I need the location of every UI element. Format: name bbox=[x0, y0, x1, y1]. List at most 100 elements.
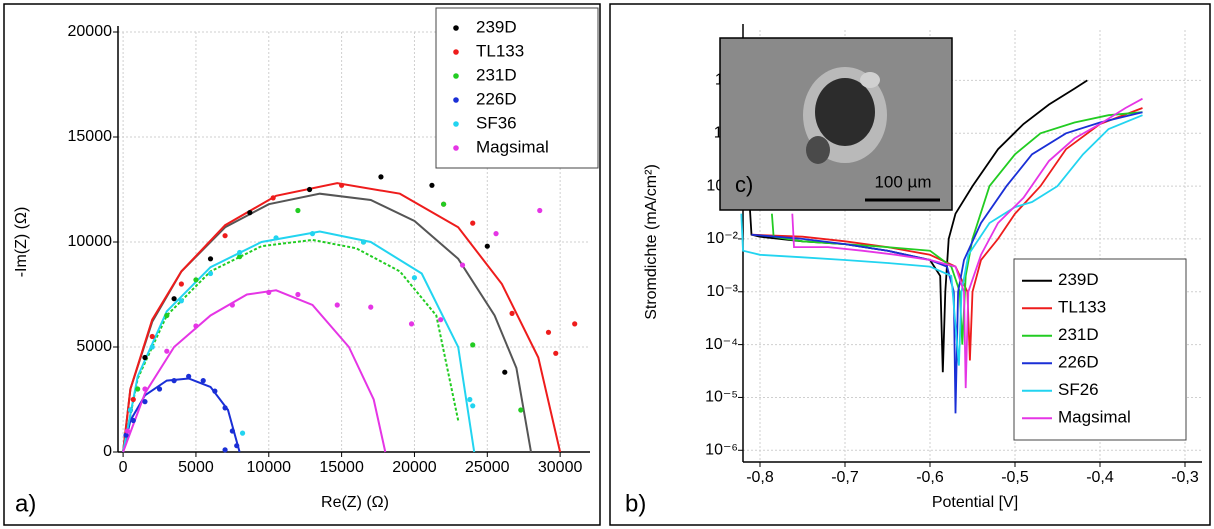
data-point bbox=[270, 195, 276, 201]
panel-label: b) bbox=[625, 490, 646, 517]
legend-label: Magsimal bbox=[476, 137, 549, 156]
inset-pit bbox=[815, 78, 875, 146]
y-tick-label: 10000 bbox=[68, 233, 113, 250]
data-point bbox=[164, 348, 170, 354]
data-point bbox=[266, 289, 272, 295]
legend-label: TL133 bbox=[1058, 298, 1106, 317]
x-tick-label: 15000 bbox=[319, 459, 364, 476]
y-tick-label: 15000 bbox=[68, 128, 113, 145]
data-point bbox=[360, 239, 367, 245]
x-tick-label: -0,6 bbox=[916, 469, 944, 486]
data-point bbox=[229, 428, 235, 434]
legend-swatch bbox=[453, 49, 459, 55]
curve bbox=[740, 114, 1143, 366]
curve bbox=[751, 107, 1143, 361]
legend-swatch bbox=[453, 25, 459, 31]
legend-label: SF26 bbox=[1058, 380, 1099, 399]
data-point bbox=[470, 220, 476, 226]
x-tick-label: 25000 bbox=[465, 459, 510, 476]
data-point bbox=[537, 207, 543, 214]
data-point bbox=[295, 207, 301, 214]
y-axis-label: -Im(Z) (Ω) bbox=[13, 207, 30, 278]
y-tick-label: 10⁻⁶ bbox=[705, 441, 738, 458]
data-point bbox=[378, 174, 384, 180]
data-point bbox=[295, 291, 301, 298]
x-tick-label: -0,5 bbox=[1001, 469, 1029, 486]
panel-label: a) bbox=[15, 490, 36, 517]
data-point bbox=[156, 386, 163, 392]
inset-pit bbox=[806, 136, 830, 164]
data-point bbox=[123, 432, 129, 438]
data-point bbox=[509, 310, 515, 316]
inset-debris bbox=[860, 72, 880, 88]
scale-bar-label: 100 µm bbox=[874, 172, 931, 191]
legend-label: 239D bbox=[476, 17, 517, 36]
data-point bbox=[239, 430, 246, 436]
legend-box bbox=[435, 7, 599, 169]
data-point bbox=[142, 354, 148, 361]
data-point bbox=[309, 231, 316, 237]
legend-label: 231D bbox=[476, 65, 517, 84]
data-point bbox=[572, 321, 578, 327]
data-point bbox=[186, 373, 192, 379]
data-point bbox=[135, 386, 141, 392]
data-point bbox=[408, 321, 415, 327]
data-point bbox=[440, 201, 447, 207]
fit-line bbox=[122, 182, 562, 453]
inset-label: c) bbox=[735, 172, 753, 197]
data-point bbox=[178, 298, 184, 304]
fit-line bbox=[122, 230, 476, 453]
x-axis-label: Re(Z) (Ω) bbox=[321, 494, 389, 511]
legend-label: 231D bbox=[1058, 325, 1099, 344]
panel-frame bbox=[609, 3, 1211, 526]
data-point bbox=[149, 333, 155, 340]
x-tick-label: 0 bbox=[119, 459, 128, 476]
legend-label: Magsimal bbox=[1058, 408, 1131, 427]
data-point bbox=[470, 403, 476, 409]
legend-label: 226D bbox=[1058, 353, 1099, 372]
data-point bbox=[273, 235, 279, 241]
curve bbox=[751, 111, 1143, 414]
y-axis-label: Stromdichte (mA/cm²) bbox=[643, 164, 660, 320]
data-point bbox=[124, 428, 131, 434]
data-point bbox=[171, 296, 177, 302]
data-point bbox=[222, 233, 228, 239]
x-tick-label: -0,7 bbox=[831, 469, 859, 486]
panel-frame bbox=[3, 3, 601, 526]
data-point bbox=[222, 447, 228, 453]
data-point bbox=[438, 317, 444, 323]
fit-line bbox=[122, 377, 241, 453]
data-point bbox=[193, 323, 199, 329]
legend-swatch bbox=[453, 97, 459, 103]
legend-swatch bbox=[453, 145, 459, 151]
x-tick-label: 5000 bbox=[178, 459, 214, 476]
legend-label: 226D bbox=[476, 89, 517, 108]
legend-swatch bbox=[453, 73, 459, 79]
data-point bbox=[193, 277, 199, 283]
legend-label: TL133 bbox=[476, 41, 524, 60]
data-point bbox=[222, 405, 228, 411]
x-axis-label: Potential [V] bbox=[932, 494, 1018, 511]
y-tick-label: 20000 bbox=[68, 23, 113, 40]
data-point bbox=[207, 256, 214, 262]
legend-swatch bbox=[453, 121, 459, 127]
data-point bbox=[493, 231, 499, 237]
data-point bbox=[502, 369, 508, 375]
data-point bbox=[411, 275, 418, 281]
y-tick-label: 10⁻⁵ bbox=[705, 389, 738, 406]
data-point bbox=[234, 443, 240, 449]
legend-label: 239D bbox=[1058, 270, 1099, 289]
data-point bbox=[130, 396, 136, 403]
data-point bbox=[518, 407, 524, 413]
data-point bbox=[171, 378, 177, 384]
data-point bbox=[149, 344, 155, 350]
data-point bbox=[545, 329, 552, 335]
data-point bbox=[339, 182, 345, 188]
inset-image: 100 µm c) bbox=[719, 37, 953, 211]
y-tick-label: 10⁻³ bbox=[706, 283, 738, 300]
y-tick-label: 10⁻⁴ bbox=[705, 336, 738, 353]
y-tick-label: 0 bbox=[103, 443, 112, 460]
data-point bbox=[142, 386, 148, 392]
data-point bbox=[306, 186, 313, 193]
